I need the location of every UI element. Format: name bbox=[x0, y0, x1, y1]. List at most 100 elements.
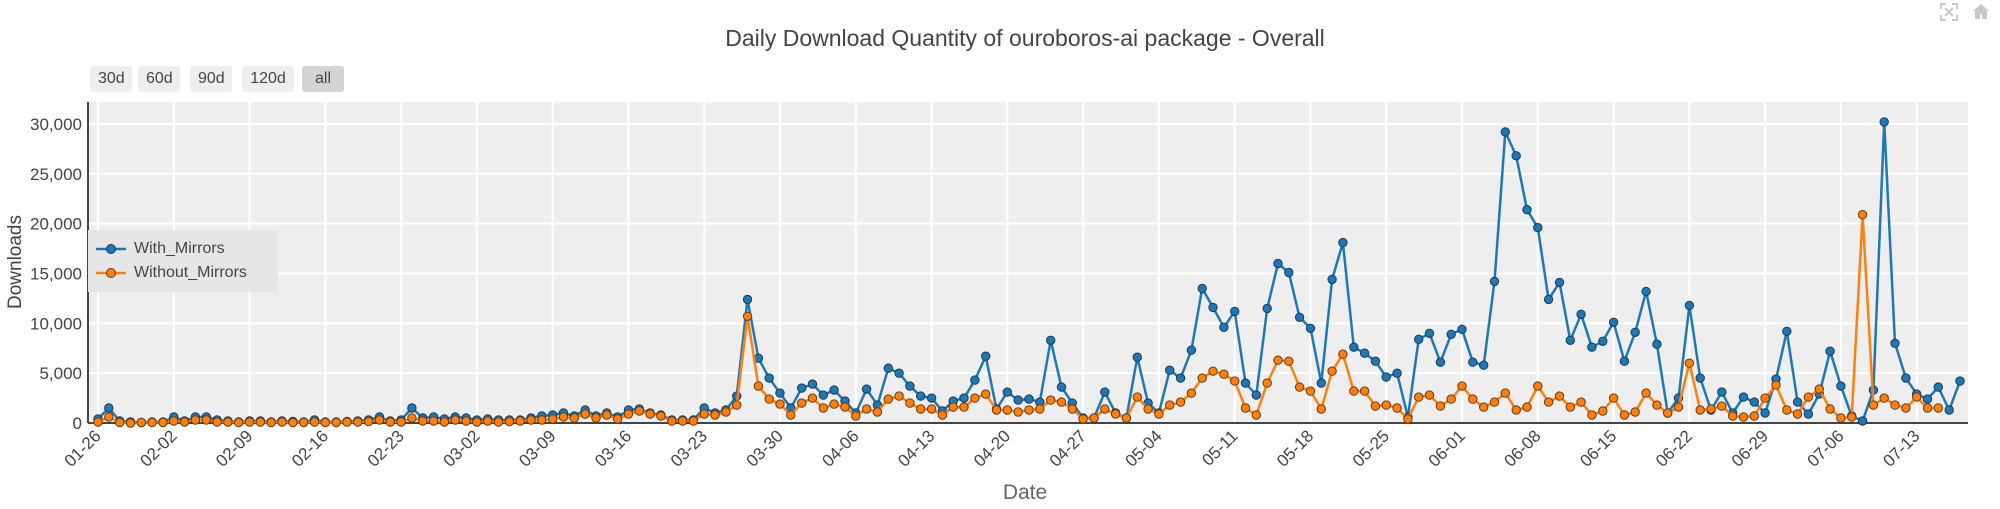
data-point[interactable] bbox=[537, 415, 547, 425]
data-point[interactable] bbox=[1641, 388, 1651, 398]
data-point[interactable] bbox=[1457, 381, 1467, 391]
data-point[interactable] bbox=[948, 402, 958, 412]
data-point[interactable] bbox=[1002, 405, 1012, 415]
data-point[interactable] bbox=[1749, 397, 1760, 407]
data-point[interactable] bbox=[158, 417, 168, 428]
data-point[interactable] bbox=[1381, 372, 1391, 382]
data-point[interactable] bbox=[883, 363, 893, 373]
data-point[interactable] bbox=[883, 394, 893, 404]
data-point[interactable] bbox=[1825, 404, 1835, 414]
data-point[interactable] bbox=[93, 417, 103, 427]
data-point[interactable] bbox=[1208, 366, 1218, 376]
data-point[interactable] bbox=[829, 399, 839, 409]
data-point[interactable] bbox=[753, 381, 764, 391]
data-point[interactable] bbox=[872, 407, 883, 417]
data-point[interactable] bbox=[1511, 151, 1521, 161]
data-point[interactable] bbox=[1543, 294, 1554, 305]
data-point[interactable] bbox=[234, 417, 244, 428]
data-point[interactable] bbox=[515, 416, 525, 426]
data-point[interactable] bbox=[829, 385, 839, 395]
data-point[interactable] bbox=[970, 375, 980, 385]
data-point[interactable] bbox=[1749, 411, 1760, 421]
data-point[interactable] bbox=[1132, 352, 1143, 362]
data-point[interactable] bbox=[634, 406, 644, 416]
data-point[interactable] bbox=[1154, 409, 1164, 419]
data-point[interactable] bbox=[201, 415, 212, 425]
data-point[interactable] bbox=[1836, 381, 1846, 391]
data-point[interactable] bbox=[1446, 329, 1456, 339]
data-point[interactable] bbox=[742, 294, 753, 305]
data-point[interactable] bbox=[1608, 393, 1619, 403]
data-point[interactable] bbox=[1933, 382, 1944, 392]
data-point[interactable] bbox=[1598, 406, 1608, 416]
data-point[interactable] bbox=[959, 402, 969, 412]
data-point[interactable] bbox=[1208, 302, 1218, 313]
data-point[interactable] bbox=[926, 404, 937, 414]
data-point[interactable] bbox=[1316, 404, 1327, 414]
data-point[interactable] bbox=[407, 403, 417, 413]
data-point[interactable] bbox=[1554, 391, 1565, 401]
data-point[interactable] bbox=[190, 415, 201, 425]
data-point[interactable] bbox=[493, 417, 504, 427]
data-point[interactable] bbox=[342, 417, 352, 427]
data-point[interactable] bbox=[255, 417, 266, 427]
data-point[interactable] bbox=[1479, 360, 1489, 370]
data-point[interactable] bbox=[1251, 410, 1262, 420]
data-point[interactable] bbox=[1598, 336, 1608, 346]
data-point[interactable] bbox=[1381, 400, 1391, 410]
data-point[interactable] bbox=[1489, 397, 1500, 407]
data-point[interactable] bbox=[677, 416, 688, 426]
data-point[interactable] bbox=[1457, 324, 1467, 334]
data-point[interactable] bbox=[1100, 387, 1110, 397]
data-point[interactable] bbox=[807, 393, 818, 403]
data-point[interactable] bbox=[1370, 401, 1381, 411]
data-point[interactable] bbox=[1219, 369, 1229, 379]
data-point[interactable] bbox=[1197, 373, 1207, 383]
data-point[interactable] bbox=[1186, 345, 1197, 355]
data-point[interactable] bbox=[1186, 388, 1197, 398]
data-point[interactable] bbox=[645, 409, 655, 419]
data-point[interactable] bbox=[1132, 392, 1143, 402]
data-point[interactable] bbox=[1078, 414, 1088, 424]
data-point[interactable] bbox=[407, 413, 417, 423]
data-point[interactable] bbox=[764, 373, 774, 383]
data-point[interactable] bbox=[1576, 397, 1586, 407]
data-point[interactable] bbox=[266, 417, 276, 428]
data-point[interactable] bbox=[483, 416, 493, 426]
data-point[interactable] bbox=[1901, 373, 1911, 383]
data-point[interactable] bbox=[688, 416, 699, 426]
data-point[interactable] bbox=[1165, 365, 1175, 375]
data-point[interactable] bbox=[1500, 388, 1511, 398]
data-point[interactable] bbox=[418, 416, 428, 426]
data-point[interactable] bbox=[299, 417, 309, 428]
data-point[interactable] bbox=[1728, 411, 1738, 421]
data-point[interactable] bbox=[732, 400, 742, 410]
data-point[interactable] bbox=[1695, 405, 1705, 415]
data-point[interactable] bbox=[1641, 286, 1651, 297]
data-point[interactable] bbox=[775, 388, 785, 398]
data-point[interactable] bbox=[1338, 349, 1348, 359]
data-point[interactable] bbox=[775, 399, 785, 409]
data-point[interactable] bbox=[548, 414, 558, 424]
data-point[interactable] bbox=[1230, 306, 1240, 317]
data-point[interactable] bbox=[894, 368, 904, 378]
data-point[interactable] bbox=[1630, 407, 1640, 417]
data-point[interactable] bbox=[472, 417, 482, 427]
data-point[interactable] bbox=[1489, 276, 1500, 287]
legend-item-with-mirrors[interactable]: With_Mirrors bbox=[96, 238, 225, 260]
data-point[interactable] bbox=[916, 404, 926, 414]
data-point[interactable] bbox=[1305, 323, 1316, 333]
data-point[interactable] bbox=[450, 415, 460, 425]
data-point[interactable] bbox=[612, 414, 623, 424]
data-point[interactable] bbox=[1738, 412, 1749, 422]
data-point[interactable] bbox=[1857, 210, 1868, 220]
data-point[interactable] bbox=[1468, 357, 1478, 367]
data-point[interactable] bbox=[1792, 397, 1803, 407]
data-point[interactable] bbox=[981, 351, 991, 361]
data-point[interactable] bbox=[786, 410, 796, 420]
data-point[interactable] bbox=[1717, 387, 1727, 397]
data-point[interactable] bbox=[1338, 237, 1348, 248]
data-point[interactable] bbox=[926, 393, 937, 403]
data-point[interactable] bbox=[894, 391, 904, 401]
data-point[interactable] bbox=[1922, 403, 1933, 413]
